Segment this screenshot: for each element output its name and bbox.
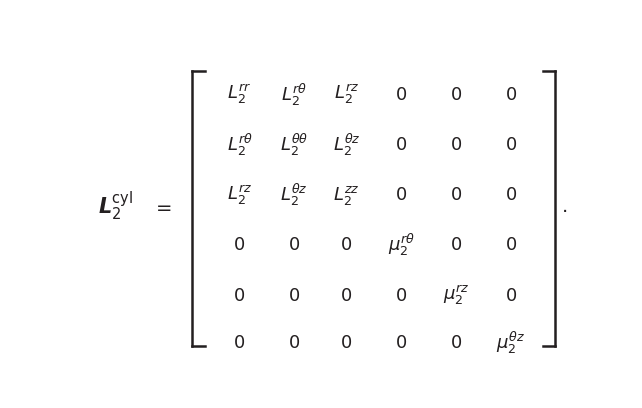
Text: $\boldsymbol{L}_2^{\rm cyl}$: $\boldsymbol{L}_2^{\rm cyl}$ xyxy=(98,189,132,223)
Text: $0$: $0$ xyxy=(395,136,407,154)
Text: $=$: $=$ xyxy=(152,197,173,215)
Text: $0$: $0$ xyxy=(450,334,462,352)
Text: $0$: $0$ xyxy=(340,286,352,305)
Text: $L_2^{rr}$: $L_2^{rr}$ xyxy=(227,83,252,106)
Text: $L_2^{\theta z}$: $L_2^{\theta z}$ xyxy=(281,182,308,208)
Text: $0$: $0$ xyxy=(288,236,300,254)
Text: $.$: $.$ xyxy=(561,197,568,215)
Text: $0$: $0$ xyxy=(234,334,245,352)
Text: $0$: $0$ xyxy=(505,136,517,154)
Text: $\mu_2^{\theta z}$: $\mu_2^{\theta z}$ xyxy=(496,330,525,356)
Text: $L_2^{\theta z}$: $L_2^{\theta z}$ xyxy=(333,132,360,158)
Text: $0$: $0$ xyxy=(450,136,462,154)
Text: $0$: $0$ xyxy=(395,86,407,104)
Text: $0$: $0$ xyxy=(395,286,407,305)
Text: $\mu_2^{r\theta}$: $\mu_2^{r\theta}$ xyxy=(388,232,415,258)
Text: $0$: $0$ xyxy=(395,186,407,204)
Text: $\mu_2^{rz}$: $\mu_2^{rz}$ xyxy=(442,284,469,307)
Text: $L_2^{rz}$: $L_2^{rz}$ xyxy=(334,83,359,106)
Text: $0$: $0$ xyxy=(505,86,517,104)
Text: $0$: $0$ xyxy=(288,334,300,352)
Text: $0$: $0$ xyxy=(450,236,462,254)
Text: $L_2^{rz}$: $L_2^{rz}$ xyxy=(227,183,252,207)
Text: $L_2^{r\theta}$: $L_2^{r\theta}$ xyxy=(227,132,252,158)
Text: $L_2^{r\theta}$: $L_2^{r\theta}$ xyxy=(281,82,307,108)
Text: $0$: $0$ xyxy=(288,286,300,305)
Text: $0$: $0$ xyxy=(450,86,462,104)
Text: $0$: $0$ xyxy=(340,236,352,254)
Text: $0$: $0$ xyxy=(505,286,517,305)
Text: $L_2^{\theta\theta}$: $L_2^{\theta\theta}$ xyxy=(280,132,308,158)
Text: $0$: $0$ xyxy=(340,334,352,352)
Text: $0$: $0$ xyxy=(234,286,245,305)
Text: $0$: $0$ xyxy=(234,236,245,254)
Text: $0$: $0$ xyxy=(450,186,462,204)
Text: $0$: $0$ xyxy=(505,186,517,204)
Text: $0$: $0$ xyxy=(505,236,517,254)
Text: $0$: $0$ xyxy=(395,334,407,352)
Text: $L_2^{zz}$: $L_2^{zz}$ xyxy=(333,184,360,206)
